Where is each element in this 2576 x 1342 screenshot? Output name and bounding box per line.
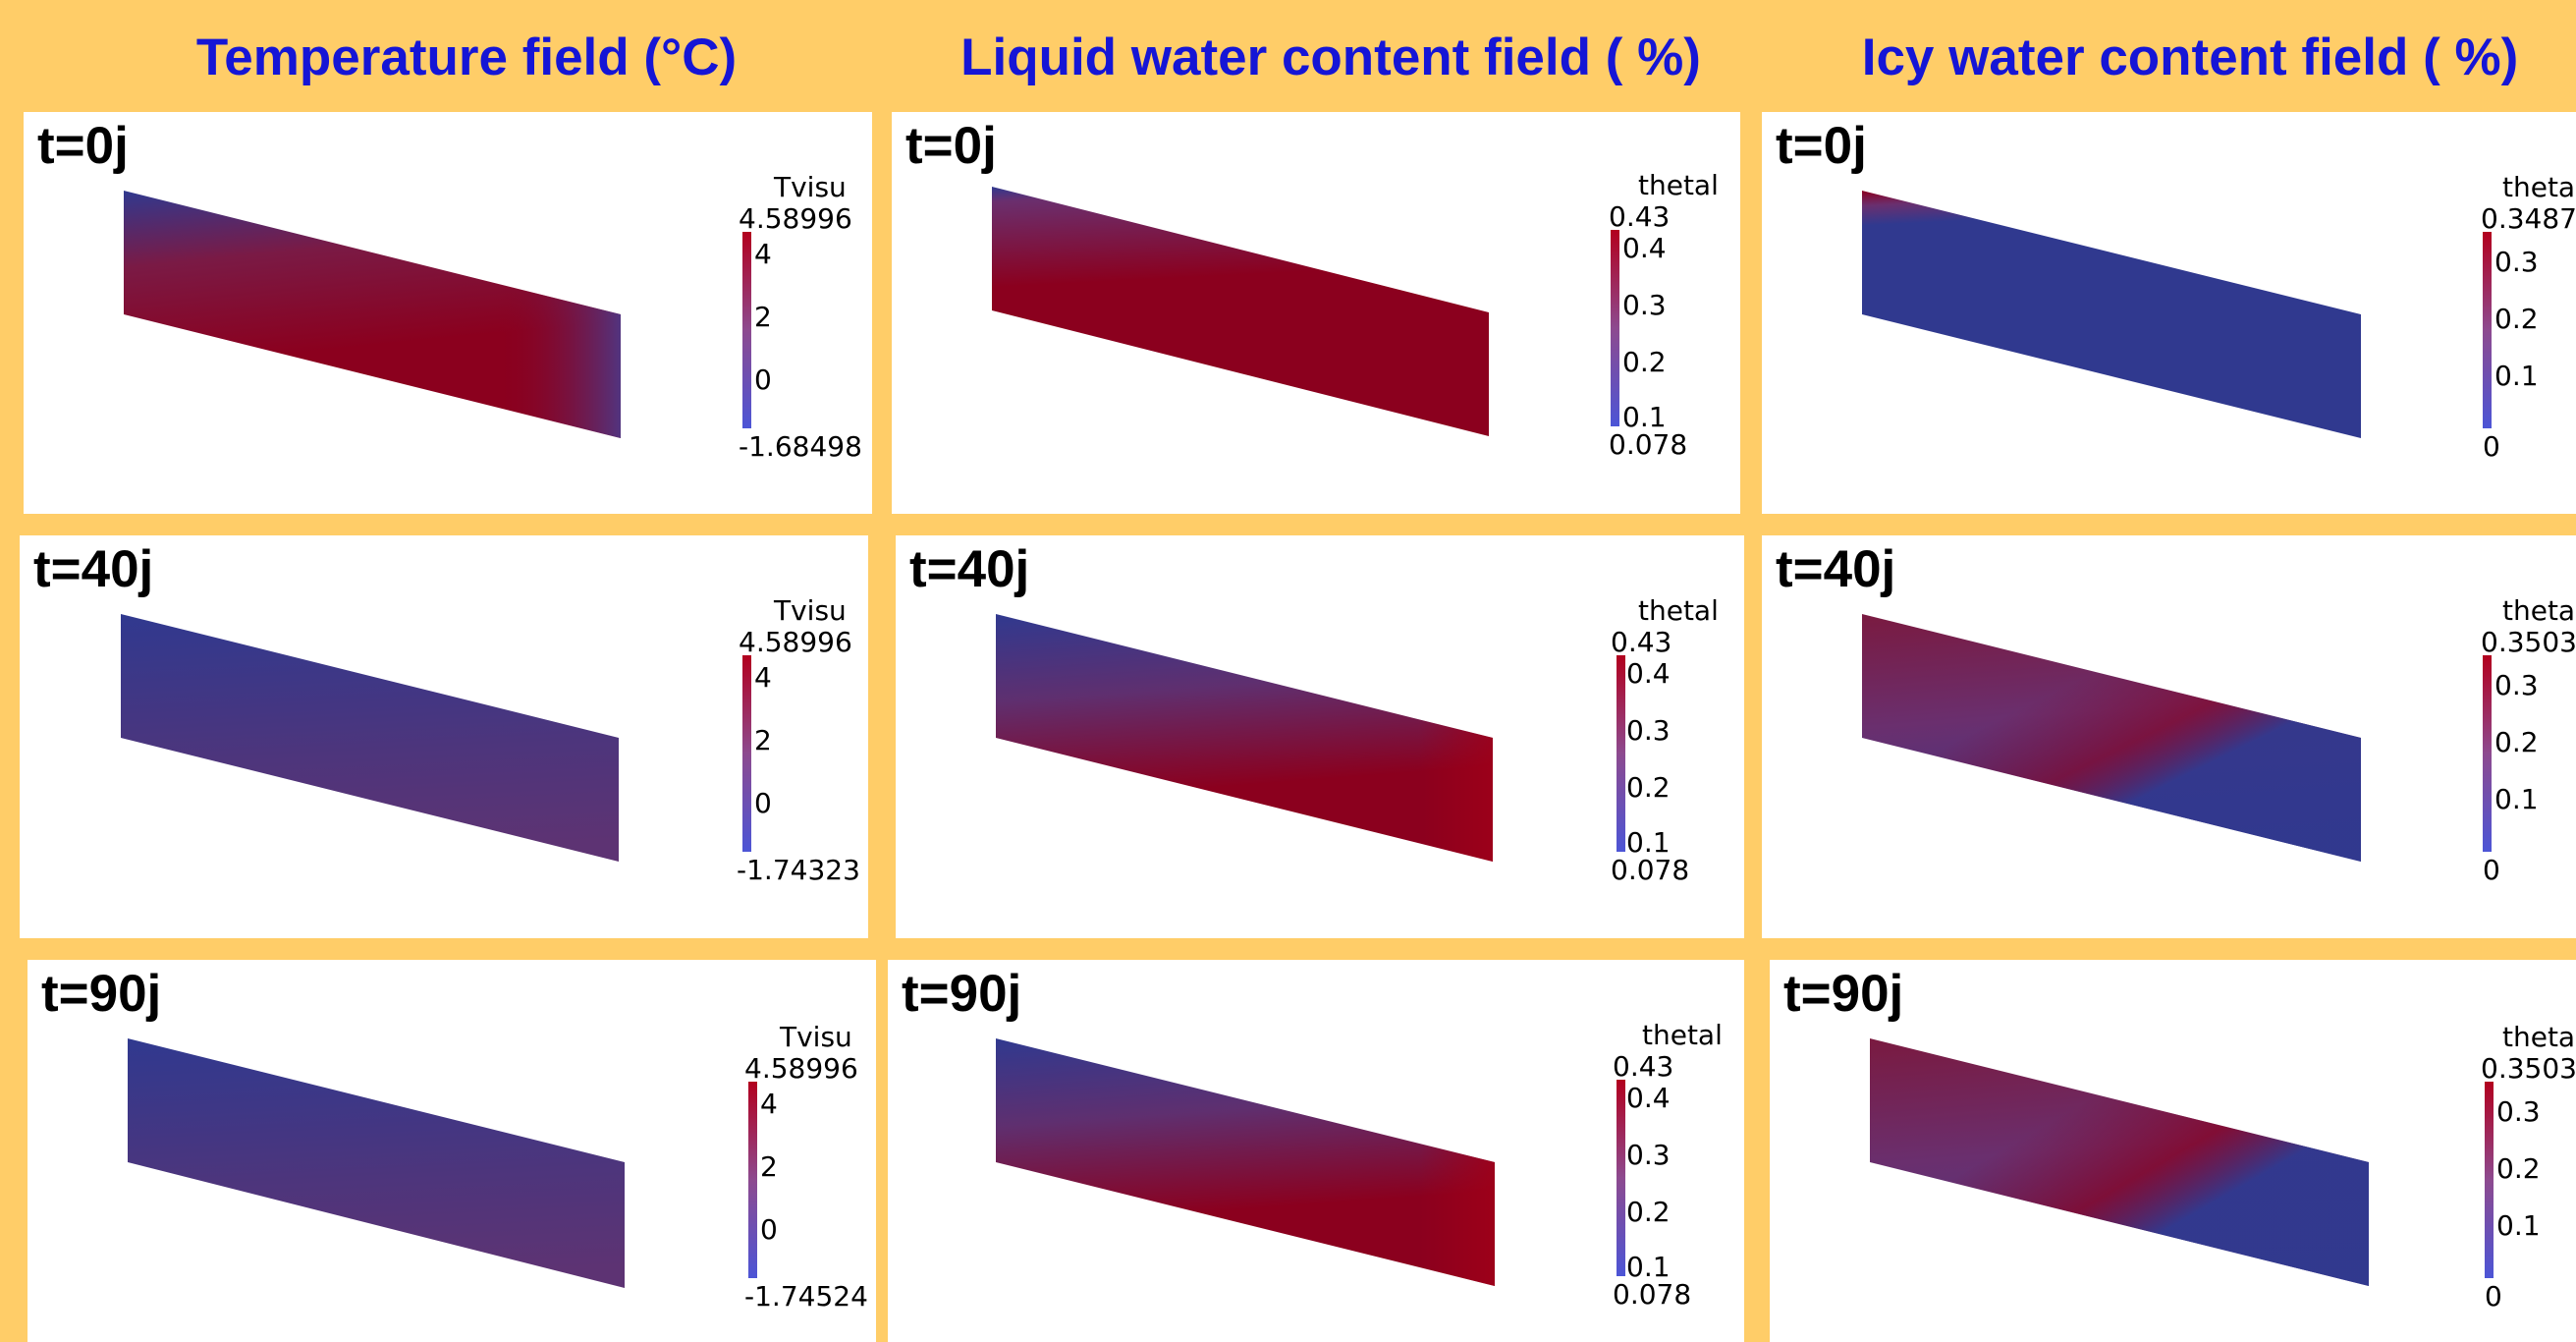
panel-liquid-t90: t=90j thetal 0.43 0.4 0.3 0.2 0.1 0.078 xyxy=(888,960,1744,1342)
title-temperature: Temperature field (°C) xyxy=(195,28,738,86)
colorbar-title: Tvisu xyxy=(774,171,847,203)
colorbar xyxy=(2483,232,2492,428)
colorbar-min: 0 xyxy=(2485,1280,2502,1313)
colorbar-max: 0.43 xyxy=(1613,1050,1674,1083)
colorbar-tick: 0.3 xyxy=(2494,246,2539,278)
colorbar-min: -1.74323 xyxy=(737,854,860,886)
colorbar-tick: 0.2 xyxy=(2496,1152,2541,1185)
colorbar xyxy=(1611,230,1619,426)
panel-icy-t0: t=0j thetac 0.3487 0.3 0.2 0.1 0 xyxy=(1762,112,2576,514)
title-liquid-water: Liquid water content field ( %) xyxy=(960,28,1701,86)
colorbar-min: 0 xyxy=(2483,854,2500,886)
colorbar-tick: 0.2 xyxy=(2494,726,2539,758)
colorbar-tick: 4 xyxy=(760,1088,778,1120)
colorbar-tick: 0.2 xyxy=(2494,303,2539,335)
liquid-field-t0 xyxy=(992,187,1489,436)
colorbar-max: 0.35034 xyxy=(2481,626,2576,658)
panel-liquid-t0: t=0j thetal 0.43 0.4 0.3 0.2 0.1 0.078 xyxy=(892,112,1740,514)
time-label: t=40j xyxy=(909,540,1030,598)
colorbar xyxy=(1617,655,1625,852)
colorbar-tick: 0.3 xyxy=(2496,1095,2541,1128)
panel-temp-t90: t=90j Tvisu 4.58996 4 2 0 -1.74524 xyxy=(27,960,876,1342)
time-label: t=90j xyxy=(41,965,162,1023)
time-label: t=0j xyxy=(37,117,129,175)
colorbar-title: thetac xyxy=(2502,171,2576,203)
colorbar-tick: 2 xyxy=(754,301,772,333)
panel-liquid-t40: t=40j thetal 0.43 0.4 0.3 0.2 0.1 0.078 xyxy=(896,535,1744,938)
temp-field-t90 xyxy=(128,1038,625,1288)
colorbar-min: 0.078 xyxy=(1609,428,1688,461)
colorbar-tick: 0.1 xyxy=(2494,783,2539,815)
colorbar-max: 4.58996 xyxy=(739,626,852,658)
colorbar-max: 0.43 xyxy=(1611,626,1672,658)
colorbar-tick: 0.3 xyxy=(1622,289,1667,321)
colorbar xyxy=(742,655,751,852)
panel-icy-t40: t=40j thetac 0.35034 0.3 0.2 0.1 0 xyxy=(1762,535,2576,938)
colorbar-tick: 0.3 xyxy=(2494,669,2539,701)
colorbar-title: thetac xyxy=(2502,594,2576,627)
time-label: t=90j xyxy=(902,965,1022,1023)
colorbar-tick: 0.1 xyxy=(1626,1251,1671,1283)
time-label: t=0j xyxy=(905,117,997,175)
time-label: t=90j xyxy=(1783,965,1904,1023)
colorbar-tick: 0.2 xyxy=(1626,1196,1671,1228)
colorbar-max: 4.58996 xyxy=(739,202,852,235)
icy-field-t40 xyxy=(1862,614,2361,862)
colorbar-title: Tvisu xyxy=(774,594,847,627)
time-label: t=40j xyxy=(33,540,154,598)
liquid-field-t90 xyxy=(996,1038,1495,1286)
colorbar-max: 0.35034 xyxy=(2481,1052,2576,1085)
colorbar-min: 0.078 xyxy=(1613,1278,1692,1311)
colorbar-max: 0.3487 xyxy=(2481,202,2576,235)
colorbar-tick: 2 xyxy=(754,724,772,756)
title-icy-water: Icy water content field ( %) xyxy=(1861,28,2519,86)
colorbar-min: 0.078 xyxy=(1611,854,1690,886)
colorbar-title: Tvisu xyxy=(780,1021,852,1053)
colorbar-tick: 0 xyxy=(760,1213,778,1246)
colorbar-tick: 0.2 xyxy=(1626,771,1671,804)
temp-field-t0 xyxy=(124,191,621,438)
colorbar-max: 0.43 xyxy=(1609,200,1671,233)
colorbar-min: -1.68498 xyxy=(739,430,862,463)
colorbar-tick: 0.1 xyxy=(2496,1209,2541,1242)
colorbar-tick: 0.4 xyxy=(1626,657,1671,690)
colorbar-tick: 0.4 xyxy=(1622,232,1667,264)
colorbar-tick: 0.2 xyxy=(1622,346,1667,378)
time-label: t=40j xyxy=(1776,540,1896,598)
colorbar-tick: 0.3 xyxy=(1626,1139,1671,1171)
colorbar-tick: 4 xyxy=(754,661,772,694)
colorbar-tick: 0.1 xyxy=(1622,401,1667,433)
colorbar xyxy=(742,232,751,428)
colorbar-tick: 0.1 xyxy=(2494,360,2539,392)
colorbar-tick: 0.1 xyxy=(1626,826,1671,859)
colorbar xyxy=(1617,1080,1625,1276)
liquid-field-t40 xyxy=(996,614,1493,862)
colorbar xyxy=(748,1082,757,1278)
colorbar-tick: 0.4 xyxy=(1626,1082,1671,1114)
colorbar xyxy=(2483,655,2492,852)
temp-field-t40 xyxy=(121,614,619,862)
colorbar-tick: 0 xyxy=(754,787,772,819)
panel-temp-t0: t=0j Tvisu 4.58996 4 2 0 -1.68498 xyxy=(24,112,872,514)
icy-field-t0 xyxy=(1862,191,2361,438)
colorbar-title: thetac xyxy=(2502,1021,2576,1053)
colorbar-tick: 2 xyxy=(760,1150,778,1183)
colorbar-tick: 0 xyxy=(754,363,772,396)
colorbar-title: thetal xyxy=(1642,1019,1723,1051)
colorbar-title: thetal xyxy=(1638,594,1719,627)
colorbar-tick: 4 xyxy=(754,238,772,270)
icy-field-t90 xyxy=(1870,1038,2369,1286)
colorbar xyxy=(2485,1082,2494,1278)
panel-icy-t90: t=90j thetac 0.35034 0.3 0.2 0.1 0 xyxy=(1770,960,2576,1342)
colorbar-min: -1.74524 xyxy=(744,1280,868,1313)
colorbar-max: 4.58996 xyxy=(744,1052,858,1085)
colorbar-min: 0 xyxy=(2483,430,2500,463)
colorbar-title: thetal xyxy=(1638,169,1719,201)
time-label: t=0j xyxy=(1776,117,1867,175)
colorbar-tick: 0.3 xyxy=(1626,714,1671,747)
panel-temp-t40: t=40j Tvisu 4.58996 4 2 0 -1.74323 xyxy=(20,535,868,938)
